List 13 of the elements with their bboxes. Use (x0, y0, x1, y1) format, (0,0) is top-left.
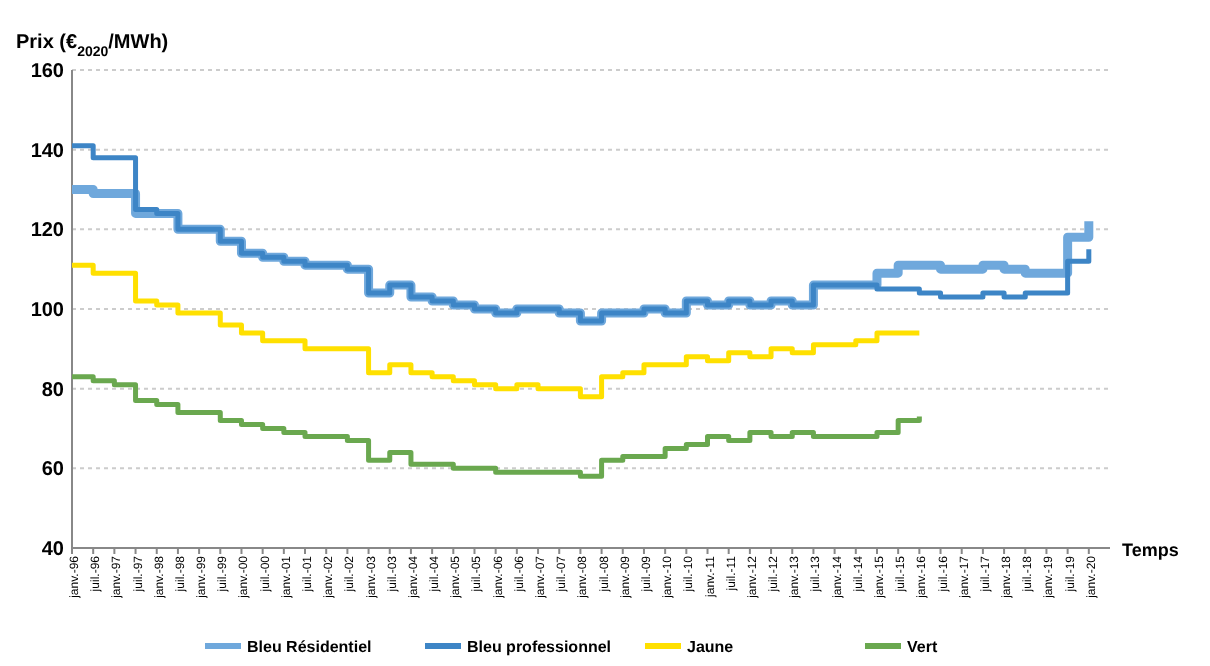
y-tick-label: 100 (30, 300, 65, 322)
y-tick-label: 80 (41, 379, 65, 402)
y-axis-title: Prix (€$_{2020}$/MWh) (16, 32, 169, 59)
y-tick-label: 140 (30, 140, 65, 163)
legend-label: Jaune (687, 637, 735, 656)
legend-label: Vert (907, 637, 938, 656)
y-tick-label: 160 (30, 61, 65, 83)
y-tick-label: 60 (41, 459, 65, 482)
x-axis-title: Temps (1122, 540, 1179, 560)
legend-label: Bleu professionnel (467, 637, 612, 656)
y-tick-label: 40 (41, 539, 65, 561)
y-tick-label: 120 (30, 220, 65, 243)
legend-label: Bleu Résidentiel (247, 637, 372, 656)
